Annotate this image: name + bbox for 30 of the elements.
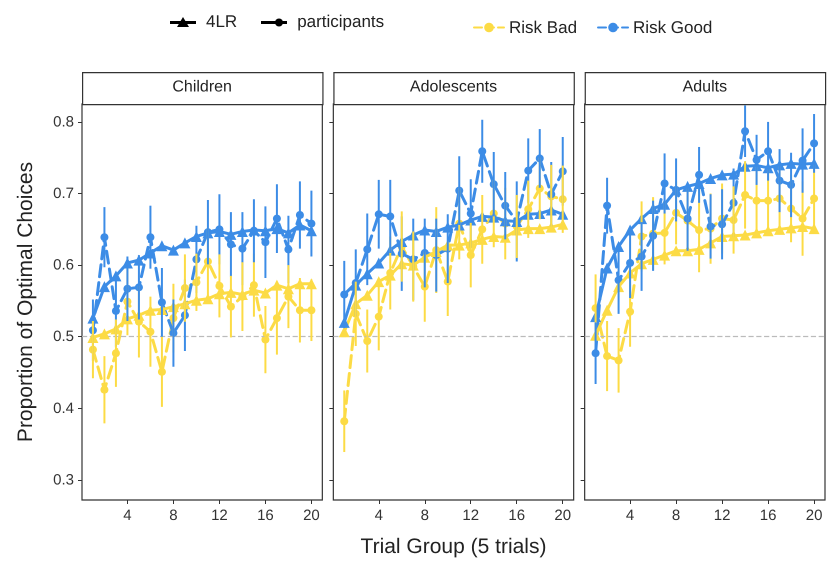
x-tick-label: 12	[211, 507, 228, 524]
x-tick-label: 16	[508, 507, 526, 524]
chart-title: Adolescents	[410, 78, 498, 96]
x-tick-label: 4	[123, 507, 132, 524]
chart-title: Children	[172, 78, 232, 96]
x-tick-label: 4	[626, 507, 634, 524]
y-tick-label: 0.5	[53, 328, 74, 346]
x-tick-label: 12	[714, 507, 730, 524]
y-tick-label: 0.7	[53, 185, 74, 202]
y-tick-label: 0.8	[53, 113, 74, 130]
text: 4LR	[206, 12, 238, 32]
x-tick-label: 16	[257, 507, 274, 524]
x-tick-label: 8	[672, 507, 680, 524]
chart-title: Adults	[682, 78, 728, 96]
x-axis-title: Trial Group (5 trials)	[360, 535, 546, 558]
x-tick-label: 8	[420, 507, 429, 524]
y-axis-title: Proportion of Optimal Choices	[14, 162, 37, 442]
legend-label: Risk Good	[633, 18, 712, 37]
x-tick-label: 20	[554, 507, 572, 524]
x-tick-label: 16	[760, 507, 776, 524]
y-tick-label: 0.4	[53, 400, 74, 417]
x-tick-label: 12	[462, 507, 480, 524]
x-tick-label: 8	[169, 507, 178, 524]
y-tick-label: 0.3	[53, 471, 74, 488]
x-tick-label: 4	[374, 507, 383, 524]
x-tick-label: 20	[303, 507, 320, 524]
text: participants	[297, 12, 384, 32]
y-tick-label: 0.6	[53, 256, 74, 274]
x-tick-label: 20	[806, 507, 822, 524]
legend-label: Risk Bad	[509, 18, 578, 37]
